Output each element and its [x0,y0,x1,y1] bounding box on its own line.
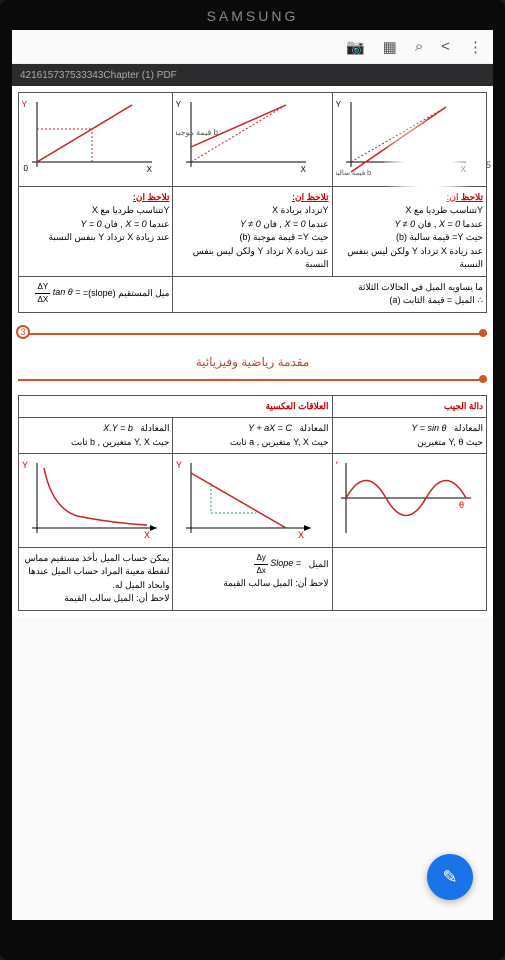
svg-text:Y: Y [336,460,338,470]
svg-text:θ: θ [459,500,464,510]
section-title-wrap: مقدمة رياضية وفيزيائية [18,355,487,381]
note-cell-1: تلاحظ ان: Yتتناسب طرديا مع X عندما X = 0… [332,186,486,276]
header-inverse: العلاقات العكسية [19,395,333,418]
eq-sine: المعادلة Y = sin θ حيث Y, θ متغيرين [332,418,486,454]
pdf-filename-bar: 421615737533343Chapter (1) PDF [12,64,493,86]
section-title: مقدمة رياضية وفيزيائية [18,355,487,369]
more-icon[interactable]: ⋮ [468,38,483,56]
brand-logo: SAMSUNG [0,8,505,24]
table-inverse-sine: دالة الجيب العلاقات العكسية المعادلة Y =… [18,395,487,611]
svg-text:b قيمة سالبة: b قيمة سالبة [336,169,371,177]
section-number-badge: 3 [16,325,30,339]
svg-text:X: X [298,530,304,538]
pdf-filename: 421615737533343Chapter (1) PDF [20,70,177,81]
search-icon[interactable]: ⌕ [415,38,423,55]
page-side-number: 5 [486,160,491,170]
slope-summary-left: ما يساويه الميل في الحالات الثلاثة ∴ الم… [173,276,487,312]
svg-text:X: X [144,530,150,538]
chart-line-negative-b: X Y b قيمة سالبة [336,97,483,177]
note-cell-2: تلاحظ ان: Yتزداد بزيادة X عندما X = 0 , … [173,186,332,276]
svg-text:Y: Y [22,100,28,109]
outline-icon[interactable]: ▦ [383,38,397,56]
camera-icon[interactable]: 📷 [346,38,365,56]
chart-hyperbola: X Y [22,458,169,538]
svg-text:Y: Y [176,100,182,109]
eq-hyperbola: المعادلة X.Y = b حيث Y, X متغيرين , b ثا… [19,418,173,454]
eq-linear-inverse: المعادلة Y + aX = C حيث Y, X متغيرين , a… [173,418,332,454]
svg-text:Y: Y [176,460,182,470]
pdf-toolbar: 📷 ▦ ⌕ < ⋮ [12,30,493,64]
chart-negative-line: X Y [176,458,328,538]
pdf-page: 5 X Y b قيمة سالبة [12,86,493,617]
bottom-slope-neg: الميل Slope = ΔyΔx لاحظ أن: الميل سالب ا… [173,547,332,610]
share-icon[interactable]: < [441,38,450,55]
svg-text:X: X [460,165,466,174]
svg-text:b قيمة موجبة: b قيمة موجبة [176,128,219,137]
svg-text:X: X [147,165,153,174]
tablet-frame: SAMSUNG 📷 ▦ ⌕ < ⋮ 421615737533343Chapter… [0,0,505,960]
section-divider: 3 [18,333,487,335]
bottom-empty [332,547,486,610]
slope-formula: ميل المستقيم (slope)= tan θ = ΔYΔX [19,276,173,312]
table-linear-relations: X Y b قيمة سالبة X Y [18,92,487,313]
edit-fab[interactable]: ✎ [427,854,473,900]
screen: 📷 ▦ ⌕ < ⋮ 421615737533343Chapter (1) PDF… [12,30,493,920]
svg-text:Y: Y [336,100,342,109]
divider-end-dot [479,329,487,337]
chart-line-origin: X Y 0 [22,97,169,177]
svg-text:X: X [301,165,307,174]
bottom-tangent: يمكن حساب الميل بأخذ مستقيم مماس لنقطة م… [19,547,173,610]
header-sine: دالة الجيب [332,395,486,418]
chart-sine: Y θ [336,458,483,538]
svg-text:0: 0 [24,164,29,173]
chart-line-positive-b: X Y b قيمة موجبة [176,97,328,177]
note-cell-3: تلاحظ ان: Yتتناسب طرديا مع X عندما X = 0… [19,186,173,276]
svg-text:Y: Y [22,460,28,470]
pencil-icon: ✎ [442,867,457,888]
